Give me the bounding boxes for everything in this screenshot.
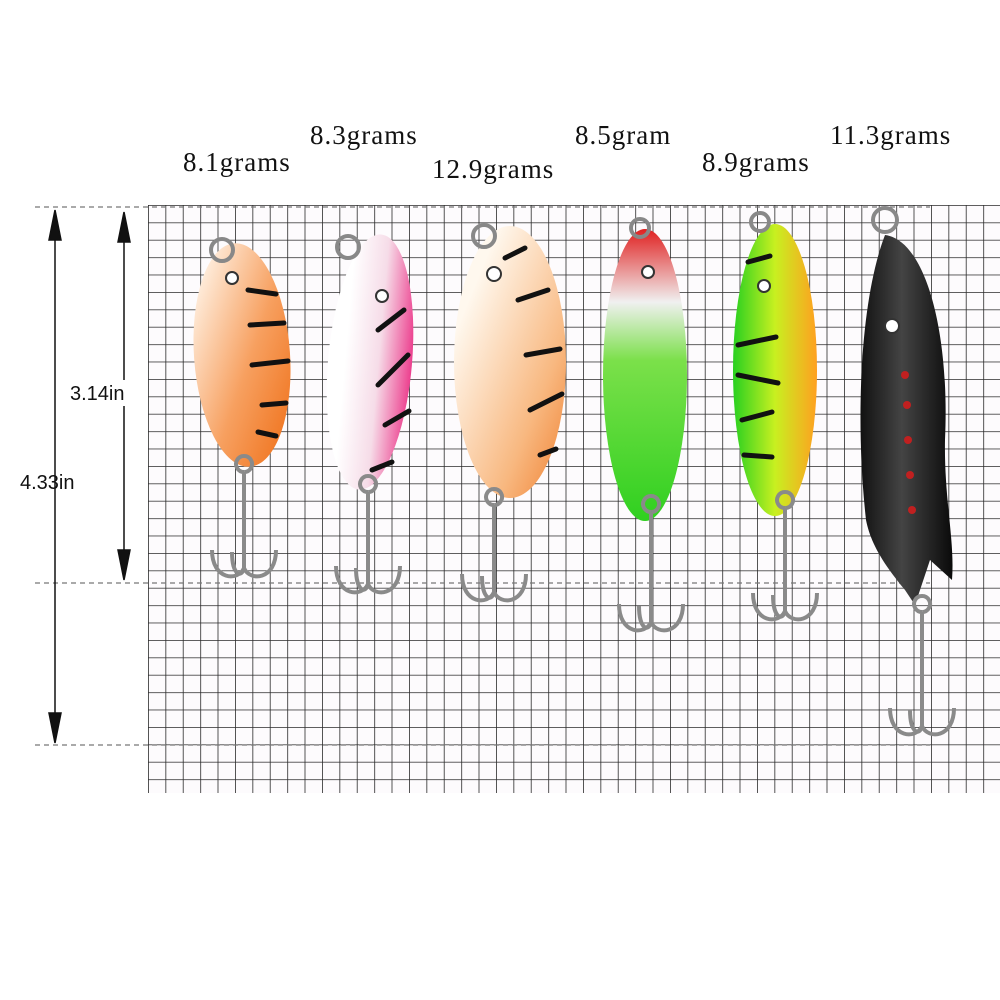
treble-hook bbox=[334, 474, 402, 595]
weight-label: 8.5gram bbox=[575, 120, 671, 150]
weight-label: 8.1grams bbox=[183, 147, 291, 177]
weight-label: 8.3grams bbox=[310, 120, 418, 150]
treble-hook bbox=[751, 490, 819, 622]
treble-hook bbox=[617, 494, 685, 633]
grid-board bbox=[148, 205, 1000, 793]
dimension-label: 3.14in bbox=[70, 383, 125, 405]
treble-hook bbox=[888, 594, 956, 737]
dimension-label: 4.33in bbox=[20, 472, 75, 494]
treble-hook bbox=[210, 454, 278, 579]
label-bg bbox=[68, 380, 140, 406]
weight-label: 11.3grams bbox=[830, 120, 951, 150]
treble-hook bbox=[460, 487, 528, 603]
lures bbox=[193, 206, 953, 605]
weight-label: 8.9grams bbox=[702, 147, 810, 177]
weight-label: 12.9grams bbox=[432, 154, 554, 184]
